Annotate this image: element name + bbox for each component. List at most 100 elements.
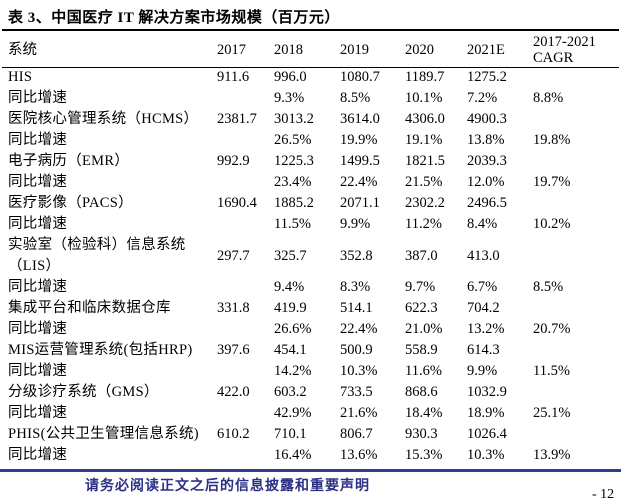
- cell-value: 23.4%: [274, 174, 312, 190]
- cell-value: 26.5%: [274, 132, 312, 148]
- column-header: 2020: [405, 41, 434, 58]
- cell-value: 22.4%: [340, 321, 378, 337]
- row-label: MIS运营管理系统(包括HRP): [8, 342, 193, 358]
- cell-value: 500.9: [340, 342, 373, 358]
- cell-value: 19.1%: [405, 132, 443, 148]
- row-label: 医疗影像（PACS）: [8, 195, 133, 211]
- cell-value: 1690.4: [217, 195, 257, 211]
- cell-value: 413.0: [467, 247, 500, 264]
- cell-value: 19.9%: [340, 132, 378, 148]
- column-header: 2017-2021 CAGR: [533, 33, 596, 66]
- cell-value: 454.1: [274, 342, 307, 358]
- row-label: 同比增速: [8, 363, 68, 379]
- cell-value: 11.5%: [274, 216, 311, 232]
- row-label: 同比增速: [8, 405, 68, 421]
- cell-value: 26.6%: [274, 321, 312, 337]
- cell-value: 21.5%: [405, 174, 443, 190]
- cell-value: 8.5%: [340, 90, 371, 106]
- table-row: 电子病历（EMR） 992.9 1225.3 1499.5 1821.5 2039.3: [8, 151, 613, 172]
- cell-value: 11.2%: [405, 216, 442, 232]
- row-label: PHIS(公共卫生管理信息系统): [8, 426, 199, 442]
- cell-value: [533, 151, 613, 172]
- cell-value: 11.6%: [405, 363, 442, 379]
- table-row: 同比增速 42.9% 21.6% 18.4% 18.9% 25.1%: [8, 403, 613, 424]
- row-label: 同比增速: [8, 279, 68, 295]
- row-label: 实验室（检验科）信息系统（LIS）: [8, 237, 186, 274]
- cell-value: [533, 235, 613, 277]
- cell-value: 1080.7: [340, 69, 380, 85]
- cell-value: 911.6: [217, 69, 250, 85]
- cell-value: 8.4%: [467, 216, 498, 232]
- cell-value: 13.2%: [467, 321, 505, 337]
- cell-value: 992.9: [217, 153, 250, 169]
- cell-value: 704.2: [467, 300, 500, 316]
- cell-value: 1821.5: [405, 153, 445, 169]
- cell-value: 3013.2: [274, 111, 314, 127]
- cell-value: 558.9: [405, 342, 438, 358]
- cell-value: 397.6: [217, 342, 250, 358]
- table-row: MIS运营管理系统(包括HRP) 397.6 454.1 500.9 558.9 614.…: [8, 340, 613, 361]
- cell-value: [533, 340, 613, 361]
- cell-value: 9.9%: [467, 363, 498, 379]
- cell-value: [533, 109, 613, 130]
- cell-value: 21.0%: [405, 321, 443, 337]
- cell-value: [217, 319, 274, 340]
- cell-value: 12.0%: [467, 174, 505, 190]
- cell-value: [217, 445, 274, 466]
- cell-value: 387.0: [405, 247, 438, 264]
- cell-value: 419.9: [274, 300, 307, 316]
- cell-value: 2496.5: [467, 195, 507, 211]
- cell-value: 13.9%: [533, 447, 571, 463]
- row-label: 同比增速: [8, 132, 68, 148]
- cell-value: 331.8: [217, 300, 250, 316]
- cell-value: 422.0: [217, 384, 250, 400]
- cell-value: 8.5%: [533, 279, 564, 295]
- cell-value: 930.3: [405, 426, 438, 442]
- cell-value: 622.3: [405, 300, 438, 316]
- cell-value: 610.2: [217, 426, 250, 442]
- cell-value: 19.8%: [533, 132, 571, 148]
- cell-value: [533, 67, 613, 88]
- cell-value: [217, 403, 274, 424]
- cell-value: 2039.3: [467, 153, 507, 169]
- cell-value: 1189.7: [405, 69, 445, 85]
- row-label: 同比增速: [8, 321, 68, 337]
- cell-value: 18.4%: [405, 405, 443, 421]
- cell-value: 42.9%: [274, 405, 312, 421]
- table-header: 系统 2017 2018 2019 2020 2021E 2017-2021 CAGR: [8, 32, 613, 67]
- cell-value: 22.4%: [340, 174, 378, 190]
- cell-value: [217, 214, 274, 235]
- page-number: - 12: [592, 487, 615, 502]
- column-header: 系统: [8, 41, 37, 58]
- cell-value: [533, 424, 613, 445]
- cell-value: 14.2%: [274, 363, 312, 379]
- cell-value: 8.3%: [340, 279, 371, 295]
- cell-value: 21.6%: [340, 405, 378, 421]
- cell-value: 9.9%: [340, 216, 371, 232]
- cell-value: [533, 298, 613, 319]
- cell-value: 4306.0: [405, 111, 445, 127]
- row-label: 同比增速: [8, 216, 68, 232]
- cell-value: 13.8%: [467, 132, 505, 148]
- table-row: PHIS(公共卫生管理信息系统) 610.2 710.1 806.7 930.3 1026…: [8, 424, 613, 445]
- cell-value: 18.9%: [467, 405, 505, 421]
- column-header: 2019: [340, 41, 369, 58]
- table-row: 同比增速 26.5% 19.9% 19.1% 13.8% 19.8%: [8, 130, 613, 151]
- cell-value: 16.4%: [274, 447, 312, 463]
- cell-value: 25.1%: [533, 405, 571, 421]
- table-row: 医院核心管理系统（HCMS） 2381.7 3013.2 3614.0 4306.0 49…: [8, 109, 613, 130]
- cell-value: 514.1: [340, 300, 373, 316]
- table-row: 分级诊疗系统（GMS） 422.0 603.2 733.5 868.6 1032.9: [8, 382, 613, 403]
- header-row: 系统 2017 2018 2019 2020 2021E 2017-2021 CAGR: [8, 32, 613, 67]
- cell-value: 10.2%: [533, 216, 571, 232]
- table-row: 集成平台和临床数据仓库 331.8 419.9 514.1 622.3 704.2: [8, 298, 613, 319]
- table-body: HIS 911.6 996.0 1080.7 1189.7 1275.2 同比增速 9.3% 8…: [8, 67, 613, 466]
- cell-value: 19.7%: [533, 174, 571, 190]
- cell-value: 710.1: [274, 426, 307, 442]
- cell-value: 9.7%: [405, 279, 436, 295]
- cell-value: 996.0: [274, 69, 307, 85]
- cell-value: 325.7: [274, 247, 307, 264]
- table-row: 同比增速 11.5% 9.9% 11.2% 8.4% 10.2%: [8, 214, 613, 235]
- cell-value: 8.8%: [533, 90, 564, 106]
- cell-value: 13.6%: [340, 447, 378, 463]
